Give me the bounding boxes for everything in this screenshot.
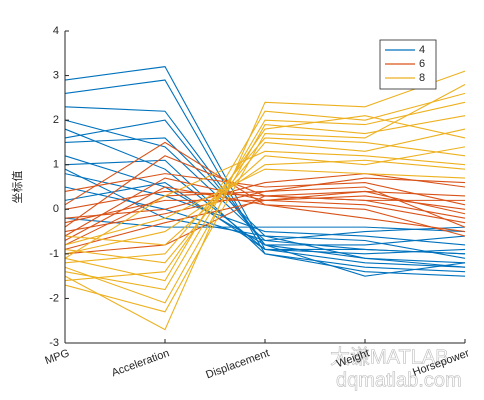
y-tick-label: 0 xyxy=(53,203,59,215)
legend: 4 6 8 xyxy=(385,44,425,84)
legend-label: 8 xyxy=(419,72,425,84)
data-line xyxy=(64,181,466,255)
data-line xyxy=(64,119,466,277)
data-line xyxy=(64,150,466,259)
watermark: dqmatlab.com xyxy=(336,369,462,391)
data-line xyxy=(64,195,465,255)
legend-label: 4 xyxy=(419,44,425,56)
data-line xyxy=(64,159,466,255)
data-line xyxy=(64,177,466,237)
plot-lines xyxy=(64,66,466,331)
y-tick-label: 4 xyxy=(53,25,59,37)
x-tick-label: Acceleration xyxy=(110,347,171,379)
y-axis-label: 坐标值 xyxy=(10,171,24,204)
legend-label: 6 xyxy=(419,58,425,70)
data-line xyxy=(64,101,466,291)
watermark: 大谦MATLAB xyxy=(330,345,449,368)
data-line xyxy=(64,84,466,313)
x-tick-label: MPG xyxy=(43,347,71,367)
y-tick-label: -1 xyxy=(49,248,59,260)
y-tick-label: 1 xyxy=(53,159,59,171)
data-line xyxy=(64,115,466,304)
data-line xyxy=(64,92,466,282)
data-line xyxy=(64,168,466,268)
data-line xyxy=(64,128,466,264)
y-tick-label: 2 xyxy=(53,114,59,126)
data-line xyxy=(64,115,466,282)
y-tick-label: 3 xyxy=(53,69,59,81)
data-line xyxy=(64,217,466,233)
data-line xyxy=(64,141,466,233)
y-tick-label: -2 xyxy=(49,292,59,304)
data-line xyxy=(64,186,466,242)
y-tick-label: -3 xyxy=(49,337,59,349)
data-line xyxy=(64,186,466,241)
data-line xyxy=(64,168,466,246)
data-line xyxy=(64,177,466,246)
data-line xyxy=(64,159,466,277)
data-line xyxy=(64,70,466,331)
data-line xyxy=(64,137,466,264)
x-tick-label: Displacement xyxy=(204,347,271,381)
